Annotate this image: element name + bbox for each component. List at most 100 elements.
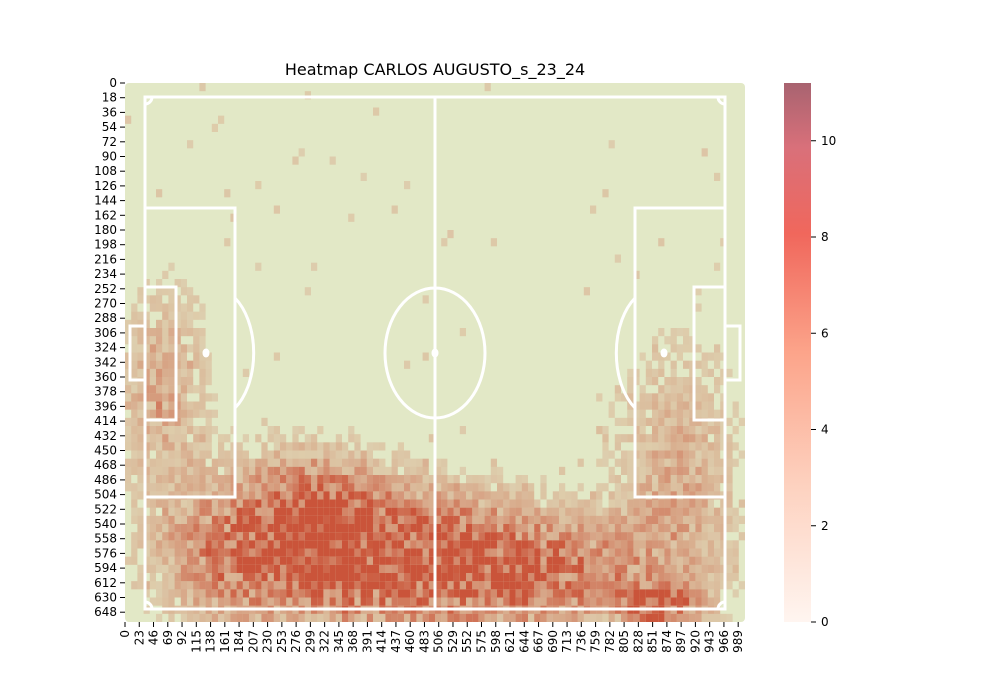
heat-cell [577, 564, 584, 573]
heat-cell [311, 458, 318, 467]
heat-cell [286, 515, 293, 524]
x-tick-label: 897 [674, 630, 688, 653]
heat-cell [701, 385, 708, 394]
heat-cell [286, 548, 293, 557]
heat-cell [720, 409, 727, 418]
heat-cell [379, 581, 386, 590]
heat-cell [199, 442, 206, 451]
heat-cell [627, 573, 634, 582]
heat-cell [633, 589, 640, 598]
heat-cell [540, 475, 547, 484]
heat-cell [689, 466, 696, 475]
heat-cell [199, 303, 206, 312]
heat-cell [187, 377, 194, 386]
heat-cell [484, 573, 491, 582]
heat-cell [348, 466, 355, 475]
heat-cell [329, 458, 336, 467]
heat-cell [224, 507, 231, 516]
heat-cell [218, 548, 225, 557]
heat-cell [658, 573, 665, 582]
heat-cell [137, 401, 144, 410]
heat-cell [168, 491, 175, 500]
heat-cell [298, 589, 305, 598]
heat-cell [503, 507, 510, 516]
heat-cell [242, 515, 249, 524]
heat-cell [180, 499, 187, 508]
heat-cell [664, 450, 671, 459]
heat-cell [143, 377, 150, 386]
heat-cell [714, 426, 721, 435]
heat-cell [714, 581, 721, 590]
heat-cell [459, 426, 466, 435]
heat-cell [707, 613, 714, 622]
heat-cell [627, 458, 634, 467]
heat-cell [137, 524, 144, 533]
heat-cell [236, 524, 243, 533]
heat-cell [459, 597, 466, 606]
heat-cell [540, 548, 547, 557]
heat-cell [391, 483, 398, 492]
heat-cell [689, 548, 696, 557]
heat-cell [404, 483, 411, 492]
heat-cell [162, 442, 169, 451]
heat-cell [416, 499, 423, 508]
heat-cell [695, 303, 702, 312]
heat-cell [707, 515, 714, 524]
heat-cell [627, 532, 634, 541]
heat-cell [621, 573, 628, 582]
heat-cell [199, 426, 206, 435]
heat-cell [521, 515, 528, 524]
heat-cell [348, 499, 355, 508]
heat-cell [614, 597, 621, 606]
heat-cell [168, 409, 175, 418]
heat-cell [342, 589, 349, 598]
heat-cell [329, 540, 336, 549]
heat-cell [707, 581, 714, 590]
heat-cell [385, 515, 392, 524]
heat-cell [509, 491, 516, 500]
heat-cell [236, 483, 243, 492]
heat-cell [317, 581, 324, 590]
heat-cell [323, 564, 330, 573]
heat-cell [633, 564, 640, 573]
x-tick-label: 138 [204, 630, 218, 653]
heat-cell [552, 589, 559, 598]
heat-cell [180, 450, 187, 459]
heat-cell [261, 548, 268, 557]
heat-cell [683, 581, 690, 590]
heat-cell [174, 507, 181, 516]
heat-cell [168, 556, 175, 565]
heat-cell [360, 491, 367, 500]
heat-cell [267, 524, 274, 533]
heat-cell [143, 328, 150, 337]
heat-cell [366, 564, 373, 573]
heat-cell [521, 499, 528, 508]
heat-cell [596, 507, 603, 516]
heat-cell [583, 597, 590, 606]
heat-cell [676, 532, 683, 541]
heat-cell [416, 540, 423, 549]
heat-cell [602, 589, 609, 598]
heat-cell [323, 450, 330, 459]
heat-cell [236, 507, 243, 516]
heat-cell [311, 556, 318, 565]
heat-cell [149, 556, 156, 565]
heat-cell [676, 589, 683, 598]
heat-cell [664, 475, 671, 484]
heat-cell [664, 401, 671, 410]
heat-cell [714, 475, 721, 484]
heat-cell [304, 491, 311, 500]
heat-cell [280, 532, 287, 541]
heat-cell [286, 540, 293, 549]
heat-cell [490, 475, 497, 484]
heat-cell [614, 458, 621, 467]
heat-cell [187, 483, 194, 492]
heat-cell [664, 524, 671, 533]
heat-cell [131, 352, 138, 361]
heat-cell [404, 475, 411, 484]
heat-cell [658, 401, 665, 410]
heat-cell [156, 524, 163, 533]
heat-cell [701, 148, 708, 157]
heat-cell [385, 483, 392, 492]
heat-cell [528, 515, 535, 524]
